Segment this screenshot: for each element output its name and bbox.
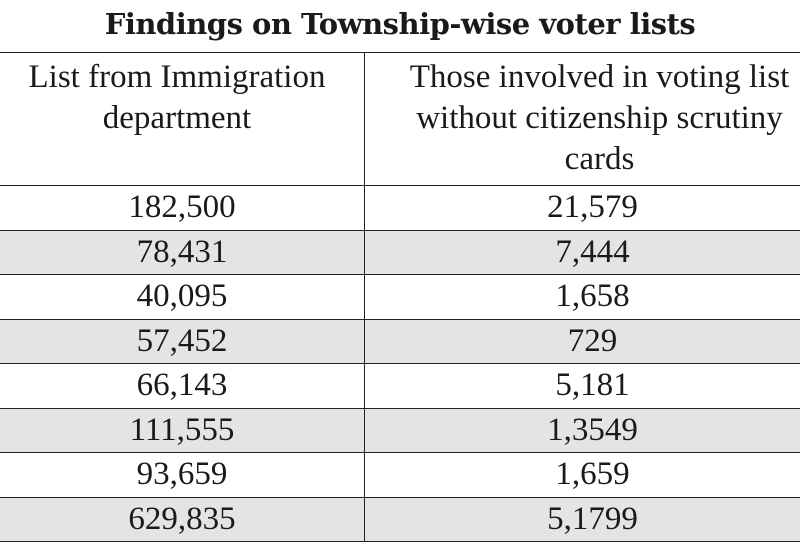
cell-without-scrutiny-cards: 21,579	[547, 189, 638, 226]
table-row: 629,835 5,1799	[0, 497, 800, 542]
cell-without-scrutiny-cards: 1,3549	[547, 411, 638, 448]
voter-list-table: List from Immigration department Those i…	[0, 52, 800, 542]
column-header-immigration-list: List from Immigration department	[0, 53, 365, 185]
column-header-immigration-list-label: List from Immigration department	[28, 59, 326, 136]
cell-immigration-list: 66,143	[0, 364, 365, 408]
page-title: Findings on Township-wise voter lists	[104, 7, 696, 41]
cell-without-scrutiny-cards: 7,444	[555, 233, 630, 270]
cell-immigration-list: 111,555	[0, 408, 365, 452]
cell-immigration-list: 78,431	[0, 230, 365, 274]
cell-without-scrutiny-cards: 5,181	[555, 367, 630, 404]
table-row: 111,555 1,3549	[0, 408, 800, 453]
cell-immigration-list: 93,659	[0, 453, 365, 497]
cell-immigration-list: 57,452	[0, 319, 365, 363]
table-row: 93,659 1,659	[0, 453, 800, 498]
cell-without-scrutiny-cards: 1,658	[555, 278, 630, 315]
table-row: 57,452 729	[0, 319, 800, 364]
table-header-row: List from Immigration department Those i…	[0, 53, 800, 186]
cell-without-scrutiny-cards: 5,1799	[547, 500, 638, 537]
column-header-without-scrutiny-cards-label: Those involved in voting list without ci…	[409, 59, 790, 177]
cell-immigration-list: 182,500	[0, 186, 365, 230]
cell-without-scrutiny-cards: 1,659	[555, 456, 630, 493]
table-row: 182,500 21,579	[0, 186, 800, 231]
table-row: 40,095 1,658	[0, 275, 800, 320]
cell-without-scrutiny-cards: 729	[567, 322, 618, 359]
column-header-without-scrutiny-cards: Those involved in voting list without ci…	[365, 53, 800, 185]
cell-immigration-list: 40,095	[0, 275, 365, 319]
table-row: 66,143 5,181	[0, 364, 800, 409]
cell-immigration-list: 629,835	[0, 497, 365, 541]
table-row: 78,431 7,444	[0, 230, 800, 275]
